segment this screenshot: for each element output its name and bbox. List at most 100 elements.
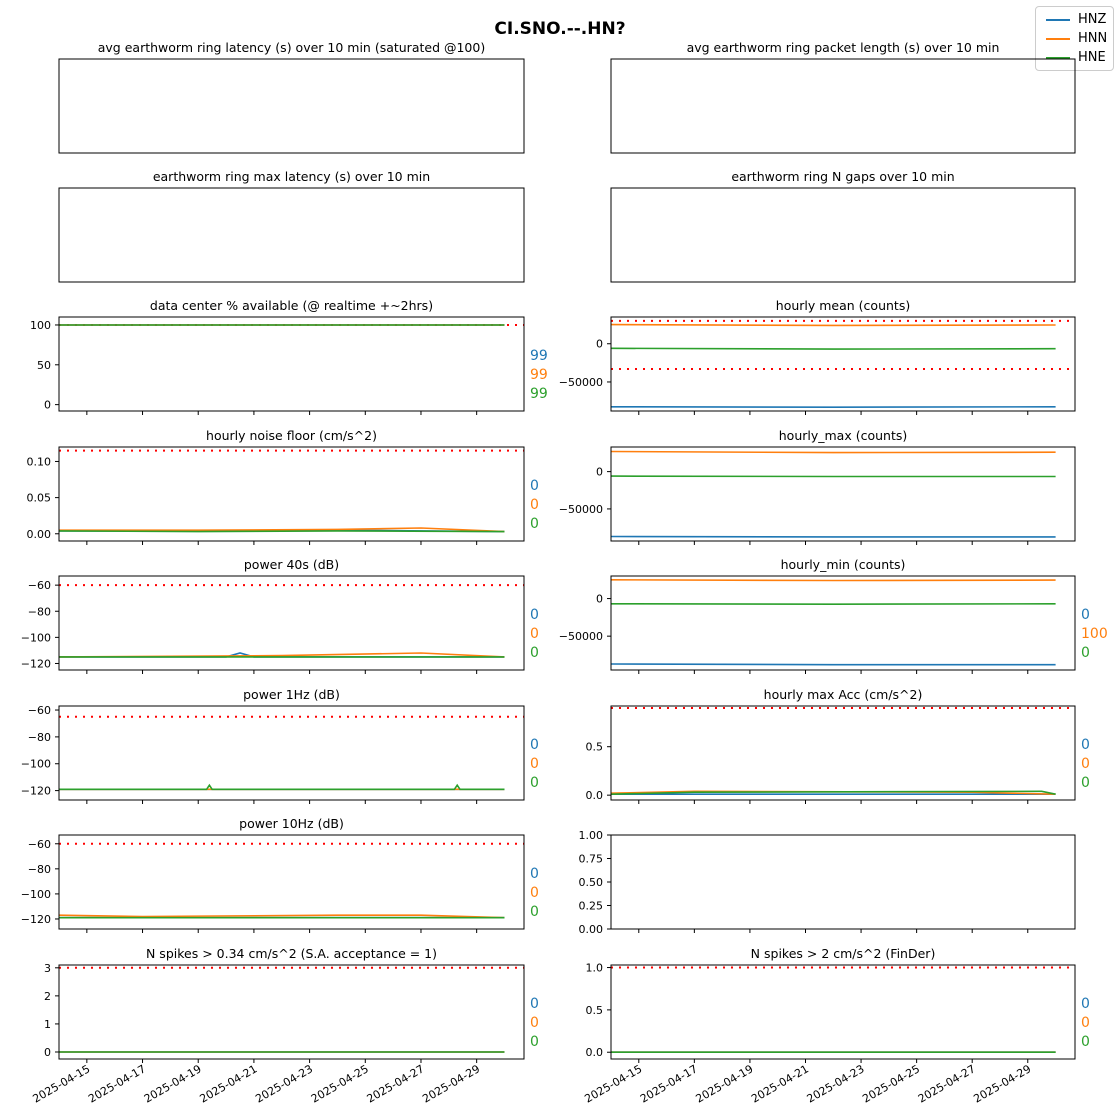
side-label-hnz: 0 — [1081, 737, 1090, 753]
series-hne — [59, 783, 505, 791]
y-tick-label: 100 — [30, 319, 51, 332]
panel-title: power 10Hz (dB) — [239, 816, 344, 831]
y-tick-label: 0.0 — [586, 1046, 604, 1059]
y-tick-label: 1 — [44, 1018, 51, 1031]
panel-frame — [610, 187, 1076, 283]
x-tick-label: 2025-04-23 — [805, 1062, 867, 1105]
y-tick-label: 0 — [44, 399, 51, 412]
panel-frame — [610, 58, 1076, 154]
side-label-hnz: 99 — [530, 348, 548, 364]
x-tick-label: 2025-04-17 — [638, 1062, 700, 1105]
side-label-hnn: 99 — [530, 367, 548, 383]
plot-area — [59, 449, 524, 533]
x-tick-label: 2025-04-17 — [86, 1062, 148, 1105]
panel-frame — [58, 446, 525, 542]
side-label-hne: 0 — [1081, 775, 1090, 791]
y-tick-label: −120 — [21, 785, 51, 798]
x-tick-label: 2025-04-29 — [420, 1062, 482, 1105]
panel-power-40s: power 40s (dB) −60 −80 −100 −120 0 0 0 — [21, 557, 539, 674]
x-tick-label: 2025-04-27 — [365, 1062, 427, 1105]
panel-title: earthworm ring N gaps over 10 min — [731, 169, 954, 184]
series-hnn — [59, 914, 505, 919]
x-tick-label: 2025-04-19 — [694, 1062, 756, 1105]
side-label-hne: 0 — [530, 904, 539, 920]
y-tick-label: 0 — [44, 1046, 51, 1059]
y-tick-label: 0.5 — [586, 1004, 604, 1017]
panel-frame — [610, 964, 1076, 1060]
y-tick-label: 0.50 — [579, 876, 604, 889]
legend-swatch-hnn — [1046, 38, 1070, 40]
panel-power-1hz: power 1Hz (dB) −60 −80 −100 −120 0 0 0 — [21, 687, 539, 804]
legend-label-hnn: HNN — [1078, 31, 1108, 46]
panel-frame — [610, 705, 1076, 801]
plot-area — [611, 706, 1075, 796]
side-label-hnn: 0 — [1081, 1015, 1090, 1031]
y-tick-label: 0.00 — [27, 528, 52, 541]
panel-hourly-max: hourly_max (counts) 0 −50000 — [559, 428, 1076, 545]
panel-power-10hz: power 10Hz (dB) −60 −80 −100 −120 0 0 0 — [21, 816, 539, 933]
figure-title: CI.SNO.--.HN? — [494, 19, 626, 39]
y-tick-label: −60 — [28, 838, 51, 851]
y-tick-label: −50000 — [559, 376, 603, 389]
panel-max-latency: earthworm ring max latency (s) over 10 m… — [58, 169, 525, 283]
y-tick-label: 1.00 — [579, 829, 604, 842]
panel-n-gaps: earthworm ring N gaps over 10 min — [610, 169, 1076, 283]
side-label-hnz: 0 — [530, 607, 539, 623]
panel-hourly-min: hourly_min (counts) 0 −50000 0 100 0 — [559, 557, 1108, 674]
series-hnn — [611, 578, 1056, 582]
panel-spikes-2: N spikes > 2 cm/s^2 (FinDer) 0.0 0.5 1.0 0 0 0 — [586, 946, 1090, 1063]
x-tick-label: 2025-04-27 — [916, 1062, 978, 1105]
panel-empty-panel: 0.00 0.25 0.50 0.75 1.00 — [579, 829, 1076, 936]
panel-frame — [58, 187, 525, 283]
y-tick-label: 0 — [596, 593, 603, 606]
y-tick-label: 0 — [596, 466, 603, 479]
y-tick-label: 1.0 — [586, 962, 604, 975]
panel-title: hourly_min (counts) — [781, 557, 906, 572]
side-label-hne: 0 — [530, 645, 539, 661]
panel-frame — [58, 834, 525, 930]
panel-title: hourly max Acc (cm/s^2) — [764, 687, 923, 702]
y-tick-label: −80 — [28, 605, 51, 618]
side-label-hnn: 0 — [1081, 756, 1090, 772]
legend-item-hnz: HNZ — [1036, 10, 1113, 29]
plot-area — [59, 584, 524, 658]
plot-area — [59, 966, 524, 1053]
x-tick-label: 2025-04-29 — [971, 1062, 1033, 1105]
y-tick-label: 2 — [44, 990, 51, 1003]
y-tick-label: 0.75 — [579, 853, 604, 866]
side-label-hnz: 0 — [530, 996, 539, 1012]
panel-frame — [610, 316, 1076, 412]
panel-title: power 40s (dB) — [244, 557, 339, 572]
series-hne — [611, 347, 1056, 350]
x-tick-label: 2025-04-15 — [582, 1062, 644, 1105]
y-tick-label: 0.10 — [27, 455, 52, 468]
legend-label-hne: HNE — [1078, 50, 1106, 65]
x-tick-label: 2025-04-15 — [30, 1062, 92, 1105]
y-tick-label: 0.05 — [27, 492, 52, 505]
series-hnn — [611, 323, 1056, 327]
legend-item-hnn: HNN — [1036, 29, 1113, 48]
panel-title: hourly mean (counts) — [776, 298, 910, 313]
y-tick-label: 0.25 — [579, 900, 604, 913]
side-label-hnz: 0 — [530, 866, 539, 882]
panel-title: data center % available (@ realtime +~2h… — [150, 298, 433, 313]
y-tick-label: 0 — [596, 338, 603, 351]
y-tick-label: −80 — [28, 731, 51, 744]
panel-hourly-max-acc: hourly max Acc (cm/s^2) 0.0 0.5 0 0 0 — [586, 687, 1090, 804]
x-tick-label: 2025-04-21 — [198, 1062, 260, 1105]
panel-title: avg earthworm ring latency (s) over 10 m… — [98, 40, 485, 55]
y-tick-label: −50000 — [559, 503, 603, 516]
panel-avg-packet-length: avg earthworm ring packet length (s) ove… — [610, 40, 1076, 154]
y-tick-label: −50000 — [559, 630, 603, 643]
panel-spikes-034: N spikes > 0.34 cm/s^2 (S.A. acceptance … — [44, 946, 539, 1063]
plot-area — [59, 842, 524, 919]
side-label-hnz: 0 — [1081, 996, 1090, 1012]
panel-title: N spikes > 2 cm/s^2 (FinDer) — [751, 946, 936, 961]
panel-title: earthworm ring max latency (s) over 10 m… — [153, 169, 430, 184]
panel-frame — [610, 834, 1076, 930]
legend-label-hnz: HNZ — [1078, 12, 1107, 27]
y-tick-label: 0.00 — [579, 923, 604, 936]
series-hnn — [611, 450, 1056, 454]
side-label-hne: 0 — [1081, 645, 1090, 661]
